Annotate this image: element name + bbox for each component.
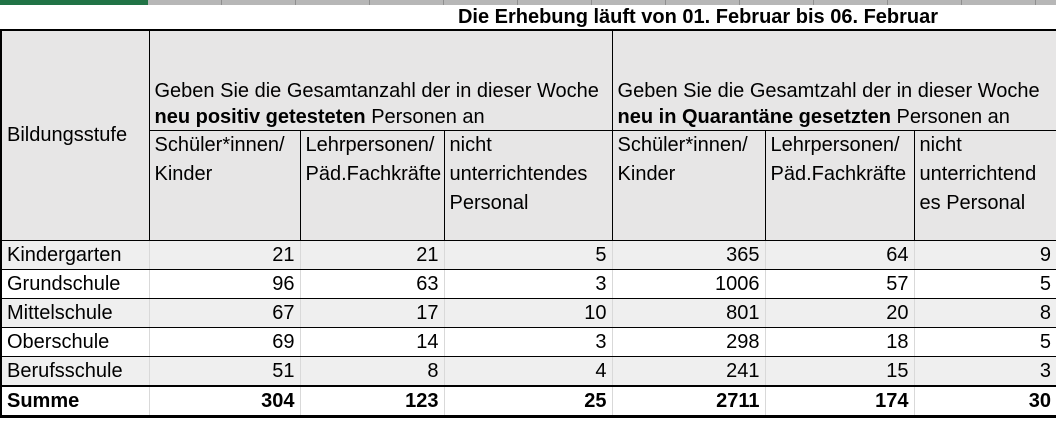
value-cell[interactable]: 14 [299,326,445,357]
row-label[interactable]: Kindergarten [0,239,150,270]
value-cell[interactable]: 20 [764,297,915,328]
value-cell[interactable]: 21 [148,239,301,270]
row-label[interactable]: Oberschule [0,326,150,357]
value-cell[interactable]: 9 [913,239,1056,270]
group1-line1: Geben Sie die Gesamtanzahl der in dieser… [154,79,599,102]
row-label[interactable]: Grundschule [0,268,150,299]
total-value-cell[interactable]: 304 [148,384,301,417]
row-label[interactable]: Mittelschule [0,297,150,328]
total-value-cell[interactable]: 123 [299,384,445,417]
total-value-cell[interactable]: 2711 [611,384,766,417]
group2-line2-rest: Personen an [890,105,1010,128]
total-row-label[interactable]: Summe [0,384,150,417]
table-row-mittelschule: Mittelschule 67 17 10 801 20 8 [0,297,1056,328]
row-label[interactable]: Berufsschule [0,355,150,386]
value-cell[interactable]: 18 [764,326,915,357]
survey-table: Bildungsstufe Geben Sie die Gesamtanzahl… [0,29,1056,418]
sheet-edge-accent-bar [0,0,148,5]
value-cell[interactable]: 17 [299,297,445,328]
table-row-berufsschule: Berufsschule 51 8 4 241 15 3 [0,355,1056,386]
value-cell[interactable]: 64 [764,239,915,270]
subheader-students-quarantine[interactable]: Schüler*innen/ Kinder [611,129,766,241]
group1-line2-rest: Personen an [365,105,485,128]
group2-bold-phrase: neu in Quarantäne gesetzten [617,105,891,128]
subheader-teachers-positive[interactable]: Lehrpersonen/ Päd.Fachkräfte [299,129,445,241]
group1-bold-phrase: neu positiv getesteten [154,105,366,128]
sheet-edge-strip [0,0,1056,5]
value-cell[interactable]: 15 [764,355,915,386]
table-row-oberschule: Oberschule 69 14 3 298 18 5 [0,326,1056,357]
value-cell[interactable]: 57 [764,268,915,299]
total-value-cell[interactable]: 174 [764,384,915,417]
subheader-students-positive[interactable]: Schüler*innen/ Kinder [148,129,301,241]
corner-header-bildungsstufe[interactable]: Bildungsstufe [0,29,150,241]
value-cell[interactable]: 801 [611,297,766,328]
value-cell[interactable]: 5 [913,326,1056,357]
value-cell[interactable]: 3 [443,268,613,299]
value-cell[interactable]: 63 [299,268,445,299]
value-cell[interactable]: 8 [299,355,445,386]
value-cell[interactable]: 3 [913,355,1056,386]
value-cell[interactable]: 3 [443,326,613,357]
survey-title: Die Erhebung läuft von 01. Februar bis 0… [457,6,939,28]
subheader-nonteaching-positive[interactable]: nicht unterrichtendes Personal [443,129,613,241]
value-cell[interactable]: 365 [611,239,766,270]
value-cell[interactable]: 5 [443,239,613,270]
group-header-quarantine[interactable]: Geben Sie die Gesamtzahl der in dieser W… [611,29,1056,131]
subheader-teachers-quarantine[interactable]: Lehrpersonen/ Päd.Fachkräfte [764,129,915,241]
subheader-nonteaching-quarantine[interactable]: nicht unterrichtend es Personal [913,129,1056,241]
total-value-cell[interactable]: 30 [913,384,1056,417]
value-cell[interactable]: 21 [299,239,445,270]
value-cell[interactable]: 10 [443,297,613,328]
value-cell[interactable]: 51 [148,355,301,386]
table-row-summe: Summe 304 123 25 2711 174 30 [0,384,1056,417]
table-row-grundschule: Grundschule 96 63 3 1006 57 5 [0,268,1056,299]
value-cell[interactable]: 96 [148,268,301,299]
value-cell[interactable]: 5 [913,268,1056,299]
group2-line2: neu in Quarantäne gesetzten Personen an [618,104,1052,130]
value-cell[interactable]: 67 [148,297,301,328]
value-cell[interactable]: 4 [443,355,613,386]
value-cell[interactable]: 298 [611,326,766,357]
total-value-cell[interactable]: 25 [443,384,613,417]
group1-line2: neu positiv getesteten Personen an [155,104,607,130]
table-row-kindergarten: Kindergarten 21 21 5 365 64 9 [0,239,1056,270]
group-header-positive-tested[interactable]: Geben Sie die Gesamtanzahl der in dieser… [148,29,613,131]
group2-line1: Geben Sie die Gesamtzahl der in dieser W… [617,79,1040,102]
value-cell[interactable]: 69 [148,326,301,357]
value-cell[interactable]: 241 [611,355,766,386]
value-cell[interactable]: 8 [913,297,1056,328]
value-cell[interactable]: 1006 [611,268,766,299]
